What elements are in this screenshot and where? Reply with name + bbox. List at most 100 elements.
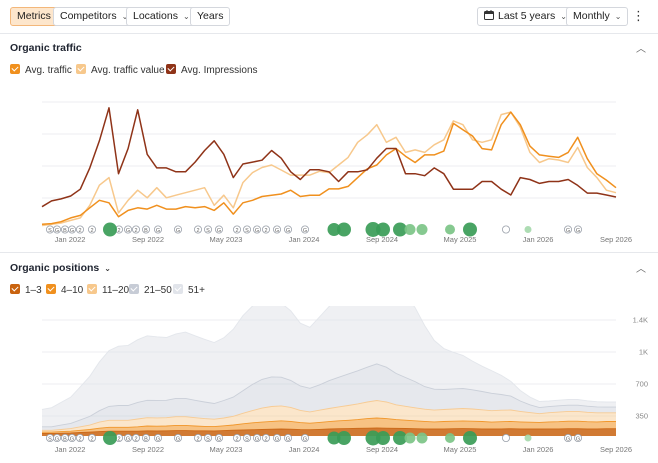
event-marker xyxy=(131,433,140,442)
event-marker-label: 2 xyxy=(196,228,199,234)
event-marker xyxy=(131,225,140,234)
more-options-icon[interactable]: ⋮ xyxy=(632,8,645,23)
area-1-3-edge xyxy=(42,427,616,434)
update-dot xyxy=(463,431,477,445)
event-marker-label: G xyxy=(286,436,290,442)
update-dot xyxy=(416,224,428,235)
legend-pos-21-50[interactable]: 21–50 xyxy=(129,284,172,296)
x-axis-label: Jan 2022 xyxy=(55,235,86,244)
event-marker-label: G xyxy=(70,436,74,442)
chevron-down-icon: ⌄ xyxy=(560,12,567,21)
organic-traffic-title: Organic traffic xyxy=(10,42,82,54)
area-51--edge xyxy=(41,306,616,410)
toolbar-divider xyxy=(0,33,658,34)
x-axis-label: Jan 2026 xyxy=(523,235,554,244)
update-dot xyxy=(337,431,351,445)
event-marker-label: 2 xyxy=(264,436,267,442)
event-marker xyxy=(252,225,261,234)
event-marker xyxy=(214,225,223,234)
tab-years[interactable]: Years xyxy=(190,7,231,26)
organic-positions-title[interactable]: Organic positions ⌄ xyxy=(10,262,111,274)
event-marker-label: G xyxy=(275,436,279,442)
legend-label: 4–10 xyxy=(61,285,84,296)
event-marker-label: G xyxy=(176,228,180,234)
checkbox-icon xyxy=(173,284,183,294)
interval-label: Monthly xyxy=(573,10,610,22)
x-axis-label: May 2023 xyxy=(210,235,243,244)
organic-positions-label: Organic positions xyxy=(10,262,100,274)
toolbar: Metrics Competitors ⌄ Locations ⌄ Years La… xyxy=(0,0,658,34)
chevron-up-icon[interactable]: ︿ xyxy=(636,44,646,55)
tab-locations[interactable]: Locations ⌄ xyxy=(126,7,197,26)
series-line-avg-traffic xyxy=(41,111,617,225)
tab-competitors-label: Competitors xyxy=(60,10,117,22)
calendar-icon xyxy=(484,10,494,20)
event-marker xyxy=(68,433,77,442)
event-marker-label: G xyxy=(126,436,130,442)
event-marker-label: 2 xyxy=(235,436,238,442)
event-marker-label: S xyxy=(245,436,249,442)
tab-competitors[interactable]: Competitors ⌄ xyxy=(53,7,136,26)
event-marker-label: B xyxy=(144,228,148,234)
x-axis-label: Sep 2024 xyxy=(366,235,398,244)
legend-pos-1-3[interactable]: 1–3 xyxy=(10,284,42,296)
checkbox-icon xyxy=(10,284,20,294)
chevron-up-icon[interactable]: ︿ xyxy=(636,264,646,275)
event-marker xyxy=(88,433,97,442)
update-dot xyxy=(103,431,117,445)
legend-avg-traffic-value[interactable]: Avg. traffic value xyxy=(76,64,165,76)
checkbox-icon xyxy=(129,284,139,294)
update-dot xyxy=(404,224,416,235)
legend-label: Avg. traffic value xyxy=(91,65,165,76)
legend-pos-4-10[interactable]: 4–10 xyxy=(46,284,83,296)
area-21-50-edge xyxy=(42,363,616,428)
event-marker xyxy=(53,225,62,234)
legend-label: Avg. traffic xyxy=(25,65,72,76)
event-marker xyxy=(283,433,292,442)
update-dot xyxy=(103,222,117,237)
event-marker-label: G xyxy=(275,228,279,234)
update-dot xyxy=(404,432,416,444)
event-marker xyxy=(283,225,292,234)
event-marker xyxy=(232,433,241,442)
event-marker-label: B xyxy=(63,436,67,442)
event-marker xyxy=(193,433,202,442)
y-axis-label: 700 xyxy=(635,380,648,389)
event-marker xyxy=(214,433,223,442)
event-marker xyxy=(53,433,62,442)
update-dot xyxy=(463,222,477,237)
event-marker xyxy=(124,433,133,442)
x-axis-label: Sep 2026 xyxy=(600,445,632,454)
update-dot xyxy=(393,222,407,237)
chevron-down-icon: ⌄ xyxy=(614,12,622,21)
x-axis-label: Jan 2024 xyxy=(289,445,320,454)
x-axis-label: Jan 2022 xyxy=(55,445,86,454)
event-marker-label: G xyxy=(576,436,580,442)
event-marker xyxy=(242,225,251,234)
legend-pos-51-plus[interactable]: 51+ xyxy=(173,284,205,296)
event-marker-label: 2 xyxy=(235,228,238,234)
event-marker xyxy=(574,433,583,442)
event-marker-label: B xyxy=(144,436,148,442)
tab-years-label: Years xyxy=(197,10,224,22)
interval-select[interactable]: Monthly ⌄ xyxy=(566,7,629,26)
event-marker-label: G xyxy=(576,228,580,234)
event-marker-label: B xyxy=(63,228,67,234)
event-marker xyxy=(88,225,97,234)
series-line-avg-traffic-value xyxy=(41,111,617,227)
legend-avg-impressions[interactable]: Avg. Impressions xyxy=(166,64,258,76)
date-range-select[interactable]: Last 5 years ⌄ xyxy=(477,7,574,26)
event-marker-label: G xyxy=(566,228,570,234)
legend-label: Avg. Impressions xyxy=(181,65,258,76)
event-marker-label: G xyxy=(156,436,160,442)
event-marker-label: G xyxy=(303,228,307,234)
event-marker xyxy=(261,433,270,442)
x-axis-label: May 2025 xyxy=(444,235,477,244)
legend-pos-11-20[interactable]: 11–20 xyxy=(87,284,129,296)
legend-avg-traffic[interactable]: Avg. traffic xyxy=(10,64,72,76)
tab-metrics[interactable]: Metrics xyxy=(10,7,58,26)
event-marker xyxy=(574,225,583,234)
event-marker-label: 2 xyxy=(78,436,81,442)
